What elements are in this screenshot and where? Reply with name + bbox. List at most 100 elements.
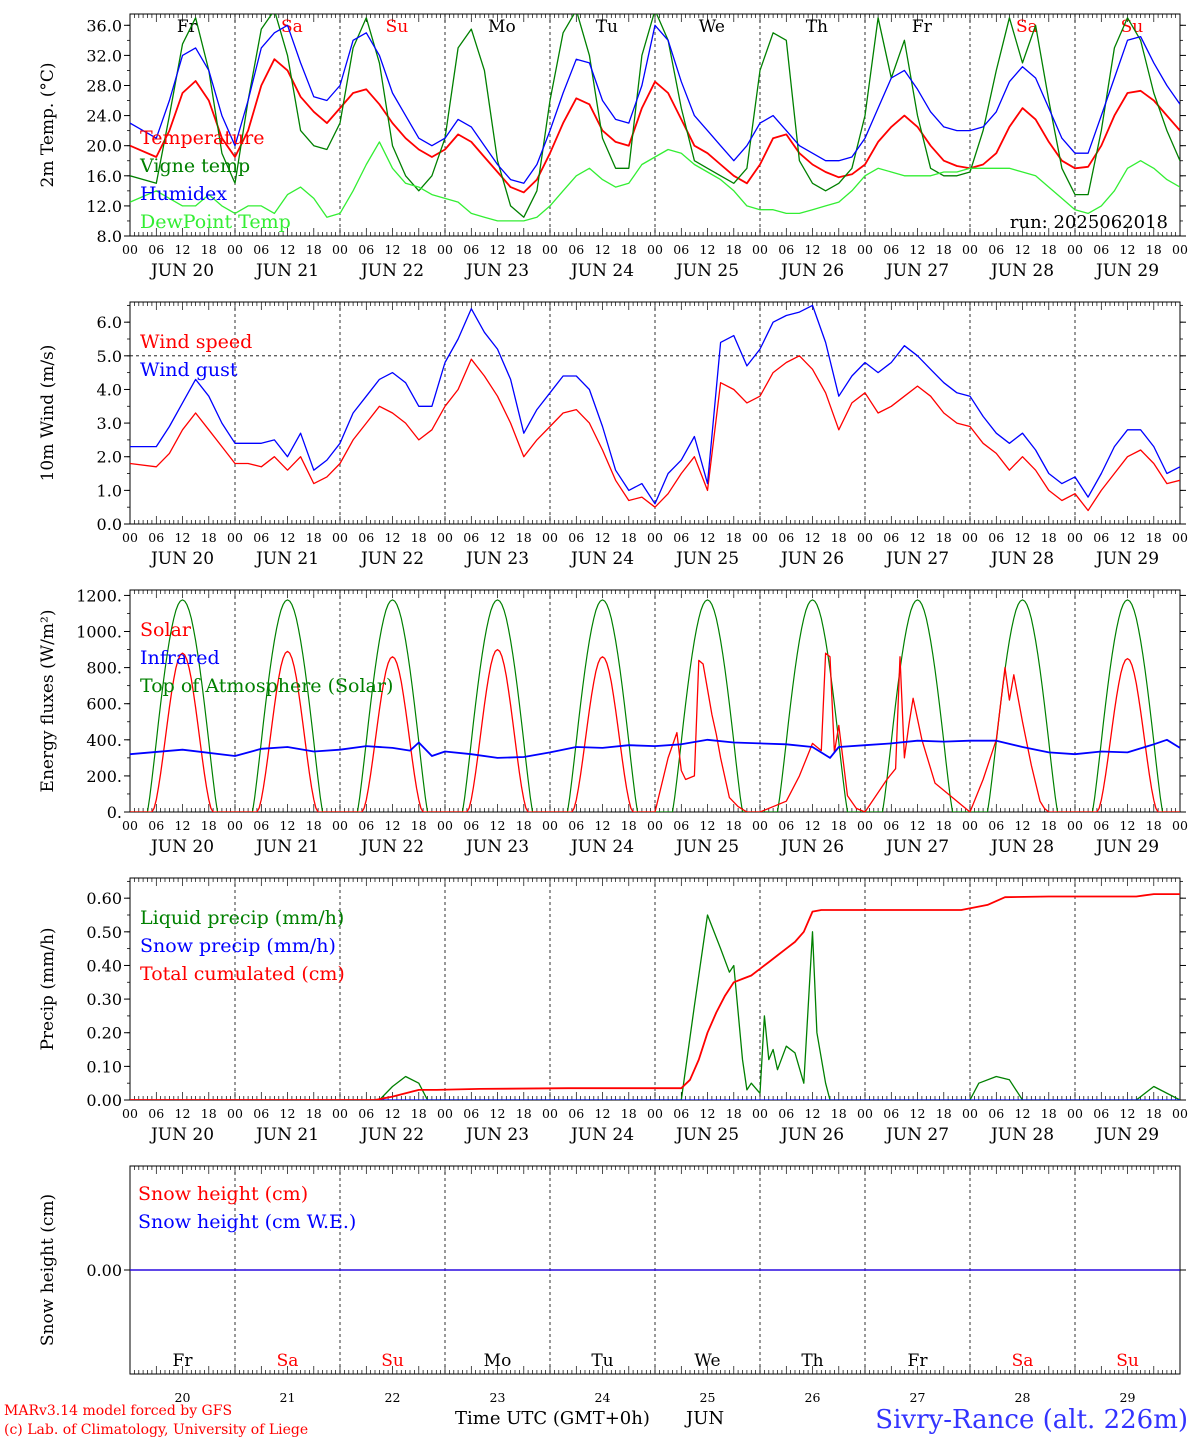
x-hour-label: 06 xyxy=(883,818,899,833)
x-hour-label: 06 xyxy=(778,530,794,545)
x-day-label: JUN 22 xyxy=(359,1125,424,1145)
x-hour-label: 12 xyxy=(910,1106,926,1121)
series-line-total-cumulated-cm- xyxy=(130,893,1180,1100)
x-hour-label: 18 xyxy=(1041,818,1057,833)
x-hour-label: 06 xyxy=(988,530,1004,545)
x-hour-label: 18 xyxy=(516,818,532,833)
x-hour-label: 18 xyxy=(1146,530,1162,545)
x-hour-label: 00 xyxy=(647,818,663,833)
y-tick-label: 28.0 xyxy=(86,76,122,95)
y-tick-label: 16.0 xyxy=(86,167,122,186)
y-axis-label: 10m Wind (m/s) xyxy=(38,345,58,482)
x-hour-label: 00 xyxy=(542,1106,558,1121)
x-hour-label: 18 xyxy=(1146,1106,1162,1121)
legend-entry: DewPoint Temp xyxy=(140,211,291,233)
x-hour-label: 12 xyxy=(1015,530,1031,545)
x-hour-label: 18 xyxy=(201,242,217,257)
legend-entry: Solar xyxy=(140,619,192,641)
x-day-label: JUN 23 xyxy=(464,261,529,281)
x-day-label: JUN 28 xyxy=(989,549,1054,569)
x-hour-label: 18 xyxy=(726,530,742,545)
x-hour-label: 00 xyxy=(542,242,558,257)
x-hour-label: 00 xyxy=(542,818,558,833)
x-minor-ticks xyxy=(129,1166,1181,1374)
weekday-label: Mo xyxy=(488,17,516,37)
x-day-label: JUN 22 xyxy=(359,261,424,281)
y-tick-label: 3.0 xyxy=(97,414,122,433)
x-hour-label: 18 xyxy=(411,1106,427,1121)
x-day-label: JUN 25 xyxy=(674,261,739,281)
x-hour-label: 06 xyxy=(568,242,584,257)
x-hour-label: 00 xyxy=(1067,530,1083,545)
x-hour-label: 18 xyxy=(1146,242,1162,257)
x-hour-label: 12 xyxy=(700,242,716,257)
x-day-label: JUN 23 xyxy=(464,837,529,857)
x-hour-label: 12 xyxy=(175,818,191,833)
x-hour-label: 06 xyxy=(253,1106,269,1121)
legend-entry: Total cumulated (cm) xyxy=(140,963,345,985)
weekday-label: Th xyxy=(801,1351,823,1371)
x-hour-label: 06 xyxy=(883,242,899,257)
station-title: Sivry-Rance (alt. 226m) xyxy=(875,1405,1188,1435)
y-tick-label: 36.0 xyxy=(86,16,122,35)
y-tick-label: 0.00 xyxy=(86,1261,122,1280)
x-hour-label: 06 xyxy=(673,818,689,833)
x-hour-label: 12 xyxy=(280,242,296,257)
x-hour-label: 18 xyxy=(621,1106,637,1121)
x-hour-label: 06 xyxy=(988,1106,1004,1121)
x-hour-label: 00 xyxy=(857,242,873,257)
x-hour-label: 00 xyxy=(122,530,138,545)
weekday-label: Fr xyxy=(908,1351,929,1371)
x-hour-label: 18 xyxy=(516,530,532,545)
x-hour-label: 00 xyxy=(122,818,138,833)
x-hour-label: 00 xyxy=(1067,242,1083,257)
x-day-label: JUN 26 xyxy=(779,1125,844,1145)
y-tick-label: 0.50 xyxy=(86,923,122,942)
x-hour-label: 18 xyxy=(726,242,742,257)
x-hour-label: 06 xyxy=(778,1106,794,1121)
credit-line-1: MARv3.14 model forced by GFS xyxy=(4,1403,232,1419)
weekday-label: Su xyxy=(381,1351,404,1371)
x-hour-label: 18 xyxy=(621,530,637,545)
x-date-label: 22 xyxy=(385,1390,401,1405)
x-hour-label: 12 xyxy=(385,1106,401,1121)
x-hour-label: 06 xyxy=(673,530,689,545)
weekday-label: Fr xyxy=(177,17,198,37)
y-axis-label: 2m Temp. (°C) xyxy=(38,62,58,187)
x-hour-label: 12 xyxy=(700,818,716,833)
panel-1: 8.0 12.0 16.0 20.0 24.0 28.0 32.0 36.0 2m Temp. … xyxy=(38,13,1188,281)
x-hour-label: 00 xyxy=(227,242,243,257)
x-date-label: 27 xyxy=(910,1390,926,1405)
x-hour-label: 18 xyxy=(831,242,847,257)
x-hour-label: 06 xyxy=(253,242,269,257)
y-tick-label: 600. xyxy=(86,695,122,714)
x-hour-label: 06 xyxy=(1093,818,1109,833)
x-hour-label: 18 xyxy=(306,818,322,833)
x-hour-label: 00 xyxy=(1172,530,1188,545)
x-hour-label: 00 xyxy=(437,818,453,833)
legend-entry: Vigne temp xyxy=(139,155,250,177)
x-hour-label: 18 xyxy=(936,818,952,833)
series-line-solar xyxy=(130,648,1180,812)
x-hour-label: 00 xyxy=(752,818,768,833)
series-group xyxy=(130,304,1180,512)
time-axis-label: Time UTC (GMT+0h) xyxy=(455,1408,650,1429)
weekday-label: We xyxy=(694,1351,720,1371)
x-hour-label: 00 xyxy=(1067,1106,1083,1121)
x-day-label: JUN 28 xyxy=(989,261,1054,281)
x-hour-label: 18 xyxy=(306,1106,322,1121)
x-hour-label: 18 xyxy=(1041,1106,1057,1121)
x-hour-label: 12 xyxy=(1120,1106,1136,1121)
x-day-label: JUN 22 xyxy=(359,837,424,857)
series-line-dewpoint-temp xyxy=(130,141,1180,222)
x-hour-label: 06 xyxy=(883,530,899,545)
x-hour-label: 06 xyxy=(148,818,164,833)
series-line-wind-speed xyxy=(130,355,1180,512)
x-day-label: JUN 23 xyxy=(464,549,529,569)
x-day-label: JUN 29 xyxy=(1094,549,1159,569)
x-hour-label: 12 xyxy=(490,242,506,257)
x-date-label: 25 xyxy=(700,1390,716,1405)
weekday-label: Su xyxy=(386,17,409,37)
x-hour-label: 18 xyxy=(411,818,427,833)
